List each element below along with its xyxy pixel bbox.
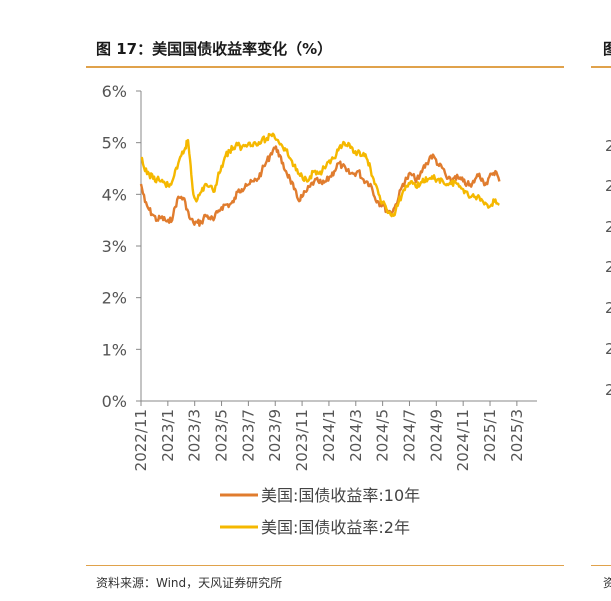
next-figure-tick: 2 <box>605 177 611 195</box>
next-figure-divider <box>591 66 611 68</box>
next-figure-source-fragment: 资 <box>603 576 611 590</box>
legend-label: 美国:国债收益率:10年 <box>261 486 420 505</box>
x-tick-label: 2022/11 <box>132 409 150 471</box>
next-figure-tick: 2 <box>605 381 611 399</box>
y-tick-label: 1% <box>102 340 127 359</box>
x-tick-label: 2025/1 <box>481 409 499 462</box>
x-tick-label: 2023/3 <box>186 409 204 462</box>
series-line-2y <box>140 132 500 218</box>
y-tick-label: 5% <box>102 134 127 153</box>
figure-title: 图 17：美国国债收益率变化（%） <box>96 40 333 58</box>
x-tick-label: 2023/11 <box>293 409 311 471</box>
next-figure-tick: 2 <box>605 299 611 317</box>
series-layer <box>139 132 501 227</box>
legend-label: 美国:国债收益率:2年 <box>261 518 410 537</box>
x-tick-label: 2024/5 <box>374 409 392 462</box>
x-tick-label: 2023/7 <box>239 409 257 462</box>
next-figure-title-fragment: 图 <box>603 40 611 58</box>
y-tick-label: 0% <box>102 392 127 411</box>
next-figure-footer-divider <box>591 565 611 566</box>
x-tick-label: 2023/9 <box>266 409 284 462</box>
y-tick-label: 6% <box>102 82 127 101</box>
x-tick-label: 2025/3 <box>508 409 526 462</box>
x-tick-label: 2024/11 <box>454 409 472 471</box>
footer-divider <box>86 565 564 566</box>
next-figure-tick: 2 <box>605 137 611 155</box>
y-tick-label: 4% <box>102 185 127 204</box>
x-tick-label: 2023/5 <box>213 409 231 462</box>
chart-canvas: 0% 1% 2% 3% 4% 5% 6% 2022/11 2023/1 2023/3 2023/5… <box>102 82 537 537</box>
title-divider <box>86 66 564 68</box>
x-tick-label: 2024/7 <box>400 409 418 462</box>
series-line-10y <box>139 145 501 227</box>
next-figure-tick: 2 <box>605 218 611 236</box>
next-figure-tick: 2 <box>605 258 611 276</box>
y-tick-label: 2% <box>102 289 127 308</box>
x-tick-label: 2023/1 <box>159 409 177 462</box>
y-tick-label: 3% <box>102 237 127 256</box>
y-axis: 0% 1% 2% 3% 4% 5% 6% <box>102 82 142 411</box>
source-note: 资料来源：Wind，天风证券研究所 <box>96 576 283 590</box>
x-tick-label: 2024/3 <box>347 409 365 462</box>
next-figure-tick: 2 <box>605 340 611 358</box>
x-tick-label: 2024/9 <box>427 409 445 462</box>
x-tick-label: 2024/1 <box>320 409 338 462</box>
x-axis: 2022/11 2023/1 2023/3 2023/5 2023/7 2023/9 202… <box>132 400 537 471</box>
